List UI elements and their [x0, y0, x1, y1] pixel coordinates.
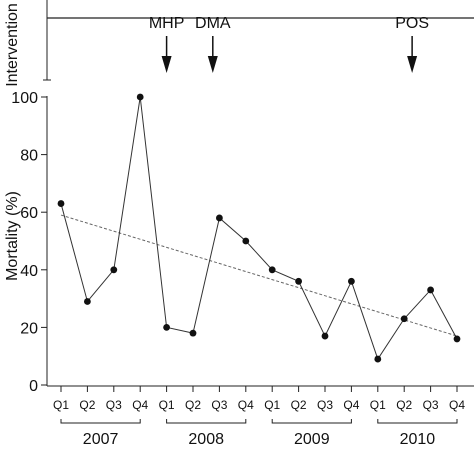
data-points [57, 93, 461, 363]
intervention-axis-label: Intervention [4, 3, 21, 87]
data-point [348, 277, 355, 285]
year-bracket [60, 419, 141, 424]
data-point [321, 332, 329, 340]
data-point [163, 324, 171, 331]
data-point [136, 93, 144, 101]
y-tick-label: 40 [20, 263, 38, 280]
x-tick-label: Q1 [264, 398, 280, 412]
x-tick-label: Q2 [185, 398, 201, 412]
intervention-arrow-head [407, 56, 418, 73]
y-axis-title: Mortality (%) [4, 191, 21, 281]
x-tick-label: Q1 [53, 398, 69, 412]
data-point [189, 329, 197, 337]
data-point [242, 237, 250, 245]
data-point [453, 335, 461, 343]
x-tick-label: Q3 [423, 398, 439, 412]
y-tick-label: 100 [11, 90, 38, 107]
x-tick-label: Q2 [396, 398, 412, 412]
x-tick-label: Q4 [238, 398, 254, 412]
intervention-arrow-head [207, 56, 218, 73]
intervention-label: DMA [195, 15, 231, 32]
x-tick-label: Q2 [79, 398, 95, 412]
x-tick-label: Q1 [159, 398, 175, 412]
data-point [84, 298, 91, 305]
x-tick-label: Q4 [132, 398, 148, 412]
year-groups: 2007 2008 2009 2010 [60, 419, 458, 448]
data-point [57, 200, 65, 207]
data-point [374, 355, 382, 363]
series-line [60, 96, 458, 361]
x-tick-label: Q3 [211, 398, 227, 412]
year-label: 2007 [83, 431, 119, 448]
x-tick-label: Q3 [106, 398, 122, 412]
x-ticks: Q1 Q2 Q3 Q4 Q1 Q2 Q3 Q4 Q1 Q2 Q3 Q4 Q1 Q2 Q3 Q4 [53, 386, 465, 412]
data-point [268, 266, 276, 274]
trendline [60, 214, 458, 337]
data-point [400, 315, 408, 323]
y-tick-label: 80 [20, 148, 38, 165]
data-point [110, 266, 118, 274]
year-bracket [166, 419, 247, 424]
year-bracket [271, 419, 352, 424]
y-tick-label: 20 [20, 320, 38, 337]
data-point [427, 286, 434, 294]
x-tick-label: Q3 [317, 398, 333, 412]
y-tick-label: 60 [20, 205, 38, 222]
intervention-label: MHP [149, 15, 185, 32]
intervention-label: POS [395, 15, 429, 32]
year-bracket [377, 419, 458, 424]
x-tick-label: Q4 [343, 398, 359, 412]
year-label: 2009 [294, 431, 330, 448]
data-point [295, 277, 302, 285]
x-tick-label: Q2 [291, 398, 307, 412]
intervention-markers: MHP DMA POS [149, 15, 429, 73]
year-label: 2008 [188, 431, 224, 448]
y-ticks: 0 20 40 60 80 100 [11, 90, 47, 395]
x-tick-label: Q1 [370, 398, 386, 412]
data-point [216, 214, 223, 222]
y-tick-label: 0 [29, 378, 38, 395]
year-label: 2010 [400, 431, 436, 448]
x-tick-label: Q4 [449, 398, 465, 412]
intervention-arrow-head [161, 56, 172, 73]
